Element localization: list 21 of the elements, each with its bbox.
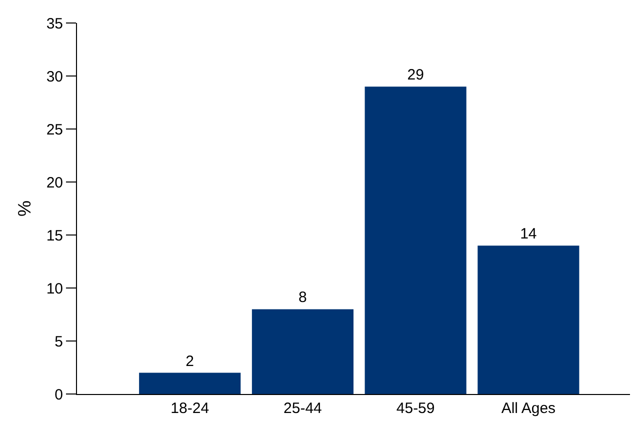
y-tick-label: 0 <box>54 386 63 404</box>
y-tick-label: 25 <box>46 121 63 138</box>
data-label: 29 <box>407 66 424 84</box>
x-tick-label: 45-59 <box>396 400 435 417</box>
x-tick-label: All Ages <box>501 400 556 417</box>
y-tick-label: 5 <box>54 333 63 350</box>
bar <box>364 86 466 394</box>
y-tick-label: 10 <box>46 280 63 298</box>
data-label: 14 <box>520 226 537 243</box>
bar <box>478 246 580 394</box>
data-label: 2 <box>186 352 194 370</box>
bar <box>139 372 241 394</box>
bar <box>252 309 354 394</box>
y-tick-label: 20 <box>46 174 63 192</box>
data-label: 8 <box>298 289 307 306</box>
y-tick-label: 30 <box>46 68 63 86</box>
y-tick-label: 35 <box>46 15 63 32</box>
x-tick-label: 18-24 <box>170 400 210 417</box>
y-axis-title: % <box>14 200 35 217</box>
y-tick-label: 15 <box>46 227 63 244</box>
x-tick-label: 25-44 <box>284 400 322 417</box>
